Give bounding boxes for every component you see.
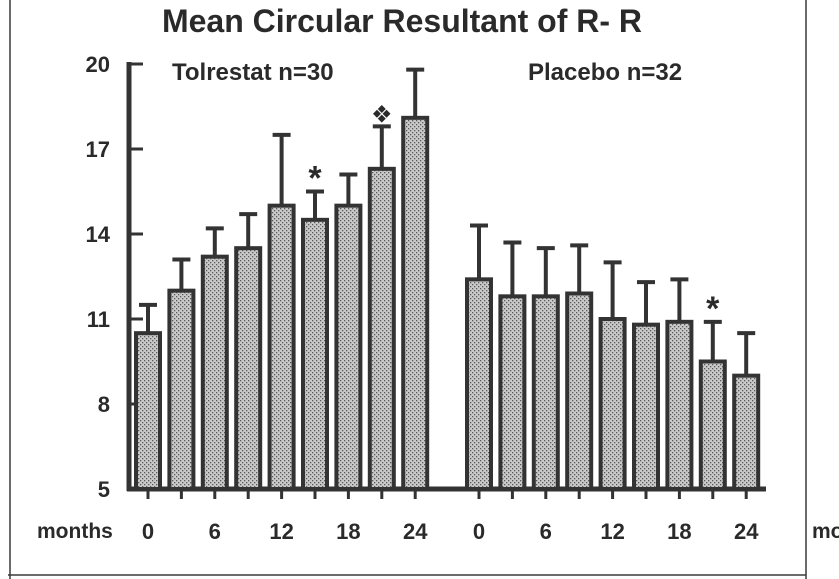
bar xyxy=(565,291,594,491)
bar xyxy=(465,277,493,492)
bar xyxy=(334,203,363,492)
bar xyxy=(732,373,761,491)
group-label-tolrestat: Tolrestat n=30 xyxy=(172,59,334,86)
y-tick-label: 11 xyxy=(87,307,110,332)
x-tick-label: 18 xyxy=(336,519,360,544)
y-tick-label: 8 xyxy=(98,392,110,417)
y-axis-ticks: 20 17 14 11 8 5 xyxy=(86,52,143,502)
y-tick-label: 5 xyxy=(98,477,110,502)
significance-asterisk: * xyxy=(706,290,720,328)
bar xyxy=(498,294,527,492)
x-tick-label: 6 xyxy=(209,519,221,544)
x-tick-label: 12 xyxy=(269,519,293,544)
significance-asterisk: * xyxy=(308,160,322,198)
x-tick-label: 6 xyxy=(540,519,552,544)
x-tick-label: 18 xyxy=(667,519,691,544)
x-tick-label: 24 xyxy=(734,519,759,544)
chart-title: Mean Circular Resultant of R- R xyxy=(162,3,642,39)
y-tick-label: 14 xyxy=(86,222,111,247)
x-tick-label: 0 xyxy=(473,519,485,544)
x-axis-ticks: 0 6 12 18 24 0 6 12 18 24 xyxy=(142,519,759,544)
partial-right-edge-text: mo xyxy=(812,520,839,543)
bar-series: * ❖ * xyxy=(134,67,761,499)
y-tick-label: 20 xyxy=(86,52,110,77)
bar xyxy=(598,317,627,491)
group-label-placebo: Placebo n=32 xyxy=(528,59,682,86)
bar xyxy=(531,294,560,492)
bar xyxy=(367,166,396,491)
bar xyxy=(234,246,263,491)
x-tick-label: 12 xyxy=(600,519,624,544)
y-tick-label: 17 xyxy=(86,137,110,162)
x-tick-label: 0 xyxy=(142,519,154,544)
x-tick-label: 24 xyxy=(403,519,428,544)
bar xyxy=(200,254,229,491)
bar xyxy=(665,319,694,492)
x-axis-caption: months xyxy=(37,520,113,543)
bar xyxy=(301,217,329,491)
bar xyxy=(698,359,727,491)
bar xyxy=(267,203,296,492)
significance-diamond: ❖ xyxy=(371,101,393,128)
bar xyxy=(134,331,162,491)
bar xyxy=(401,115,430,491)
bar xyxy=(632,322,660,491)
bar xyxy=(167,288,196,491)
